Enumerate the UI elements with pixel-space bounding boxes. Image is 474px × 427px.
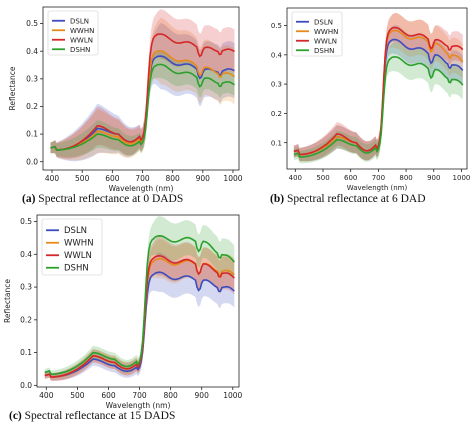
x-tick-label: 800 <box>163 391 178 400</box>
legend-label-wwln: WWLN <box>70 36 93 44</box>
x-tick-label: 400 <box>39 391 54 400</box>
legend-label-wwhn: WWHN <box>314 28 338 36</box>
y-tick-label: 0.2 <box>20 315 32 324</box>
y-tick-label: 0.4 <box>271 51 283 59</box>
series-line-wwln <box>50 33 235 151</box>
chart-panel-a: 400 500 600 700 800 900 1000 0.0 0.1 0.2 0.3 0.4 0.5… <box>5 0 245 193</box>
legend-label-dsln: DSLN <box>64 226 87 236</box>
chart-svg: 400 500 600 700 800 900 1000 0.0 0.1 0.2 0.3 0.4 0.5… <box>3 214 243 410</box>
band-dsln <box>293 24 463 162</box>
x-tick-label: 900 <box>196 174 211 183</box>
series-line-wwhn <box>50 49 235 151</box>
legend-label-wwln: WWLN <box>314 37 337 45</box>
chart-panel-c: 400 500 600 700 800 900 1000 0.0 0.1 0.2 0.3 0.4 0.5… <box>0 210 248 410</box>
x-axis-label: Wavelength (nm) <box>347 184 408 192</box>
series-line-wwln <box>44 254 235 378</box>
legend-box <box>41 218 103 276</box>
y-tick-label: 0.5 <box>271 22 282 30</box>
chart-svg: 400 500 600 700 800 900 1000 0.1 0.2 0.3 0.4 0.5 Wav… <box>271 7 471 192</box>
series-line-dshn <box>293 55 464 158</box>
chart-panel-b: 400 500 600 700 800 900 1000 0.1 0.2 0.3 0.4 0.5 Wav… <box>257 3 474 192</box>
y-tick-label: 0.2 <box>26 102 38 111</box>
x-tick-label: 700 <box>132 391 147 400</box>
caption-b: (b) Spectral reflectance at 6 DAD <box>270 193 426 205</box>
x-tick-label: 600 <box>105 174 120 183</box>
x-tick-label: 900 <box>427 174 440 182</box>
caption-b-label: (b) <box>270 193 285 205</box>
legend-label-wwhn: WWHN <box>70 27 94 35</box>
x-tick-label: 500 <box>70 391 85 400</box>
legend-label-dshn: DSHN <box>64 263 89 273</box>
y-tick-label: 0.3 <box>20 283 32 292</box>
caption-a-label: (a) <box>22 193 36 205</box>
x-tick-label: 500 <box>75 174 90 183</box>
band-wwhn <box>50 17 235 161</box>
series-line-wwln <box>293 26 464 156</box>
x-tick-label: 1000 <box>223 391 242 400</box>
legend: DSLN WWHN WWLN DSHN <box>41 218 103 276</box>
x-tick-label: 1000 <box>453 174 471 182</box>
legend-label-dshn: DSHN <box>314 47 334 55</box>
x-tick-label: 600 <box>101 391 116 400</box>
y-tick-label: 0.5 <box>26 19 38 28</box>
y-tick-label: 0.2 <box>271 110 282 118</box>
x-tick-label: 800 <box>399 174 412 182</box>
y-axis-label: Reflectance <box>3 279 12 323</box>
band-dsln <box>44 252 235 381</box>
x-axis-label: Wavelength (nm) <box>106 401 171 410</box>
x-tick-label: 400 <box>289 174 302 182</box>
y-tick-label: 0.1 <box>271 139 282 147</box>
caption-a: (a) Spectral reflectance at 0 DADS <box>22 193 183 205</box>
legend-label-wwln: WWLN <box>64 251 92 261</box>
x-tick-label: 700 <box>135 174 150 183</box>
plot-frame <box>286 7 468 170</box>
x-tick-label: 500 <box>316 174 329 182</box>
x-tick-label: 900 <box>195 391 210 400</box>
band-wwhn <box>293 12 463 162</box>
legend-box <box>291 11 343 57</box>
y-tick-label: 0.1 <box>20 348 32 357</box>
legend-label-dsln: DSLN <box>70 17 89 25</box>
x-tick-label: 400 <box>45 174 60 183</box>
band-wwln <box>293 12 463 162</box>
chart-svg: 400 500 600 700 800 900 1000 0.0 0.1 0.2 0.3 0.4 0.5… <box>8 6 243 193</box>
series-line-dshn <box>50 63 235 151</box>
legend-label-wwhn: WWHN <box>64 238 94 248</box>
series-line-dshn <box>44 234 235 375</box>
y-tick-label: 0.0 <box>26 157 38 166</box>
y-tick-label: 0.0 <box>20 381 32 390</box>
caption-c: (c) Spectral reflectance at 15 DADS <box>9 410 175 422</box>
band-wwln <box>50 9 235 159</box>
y-tick-label: 0.5 <box>20 217 32 226</box>
legend-label-dsln: DSLN <box>314 18 333 26</box>
series-line-dsln <box>44 271 235 378</box>
x-tick-label: 800 <box>165 174 180 183</box>
legend-box <box>47 10 99 56</box>
legend-label-dshn: DSHN <box>70 46 90 54</box>
caption-c-text: Spectral reflectance at 15 DADS <box>21 410 176 422</box>
y-tick-label: 0.3 <box>26 74 38 83</box>
y-tick-label: 0.1 <box>26 130 38 139</box>
plot-frame <box>42 6 240 171</box>
caption-b-text: Spectral reflectance at 6 DAD <box>284 193 426 205</box>
caption-c-label: (c) <box>9 410 22 422</box>
y-tick-label: 0.4 <box>20 250 32 259</box>
band-wwhn <box>44 239 235 381</box>
y-tick-label: 0.3 <box>271 81 282 89</box>
band-wwln <box>44 236 235 381</box>
x-axis-label: Wavelength (nm) <box>109 184 174 193</box>
caption-a-text: Spectral reflectance at 0 DADS <box>35 193 184 205</box>
x-tick-label: 600 <box>344 174 357 182</box>
x-tick-label: 1000 <box>223 174 242 183</box>
y-tick-label: 0.4 <box>26 47 38 56</box>
plot-frame <box>36 214 240 388</box>
band-dshn <box>293 42 463 164</box>
x-tick-label: 700 <box>372 174 385 182</box>
y-axis-label: Reflectance <box>8 66 17 110</box>
